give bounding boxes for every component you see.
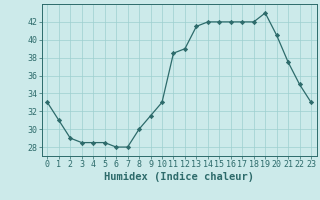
X-axis label: Humidex (Indice chaleur): Humidex (Indice chaleur) (104, 172, 254, 182)
